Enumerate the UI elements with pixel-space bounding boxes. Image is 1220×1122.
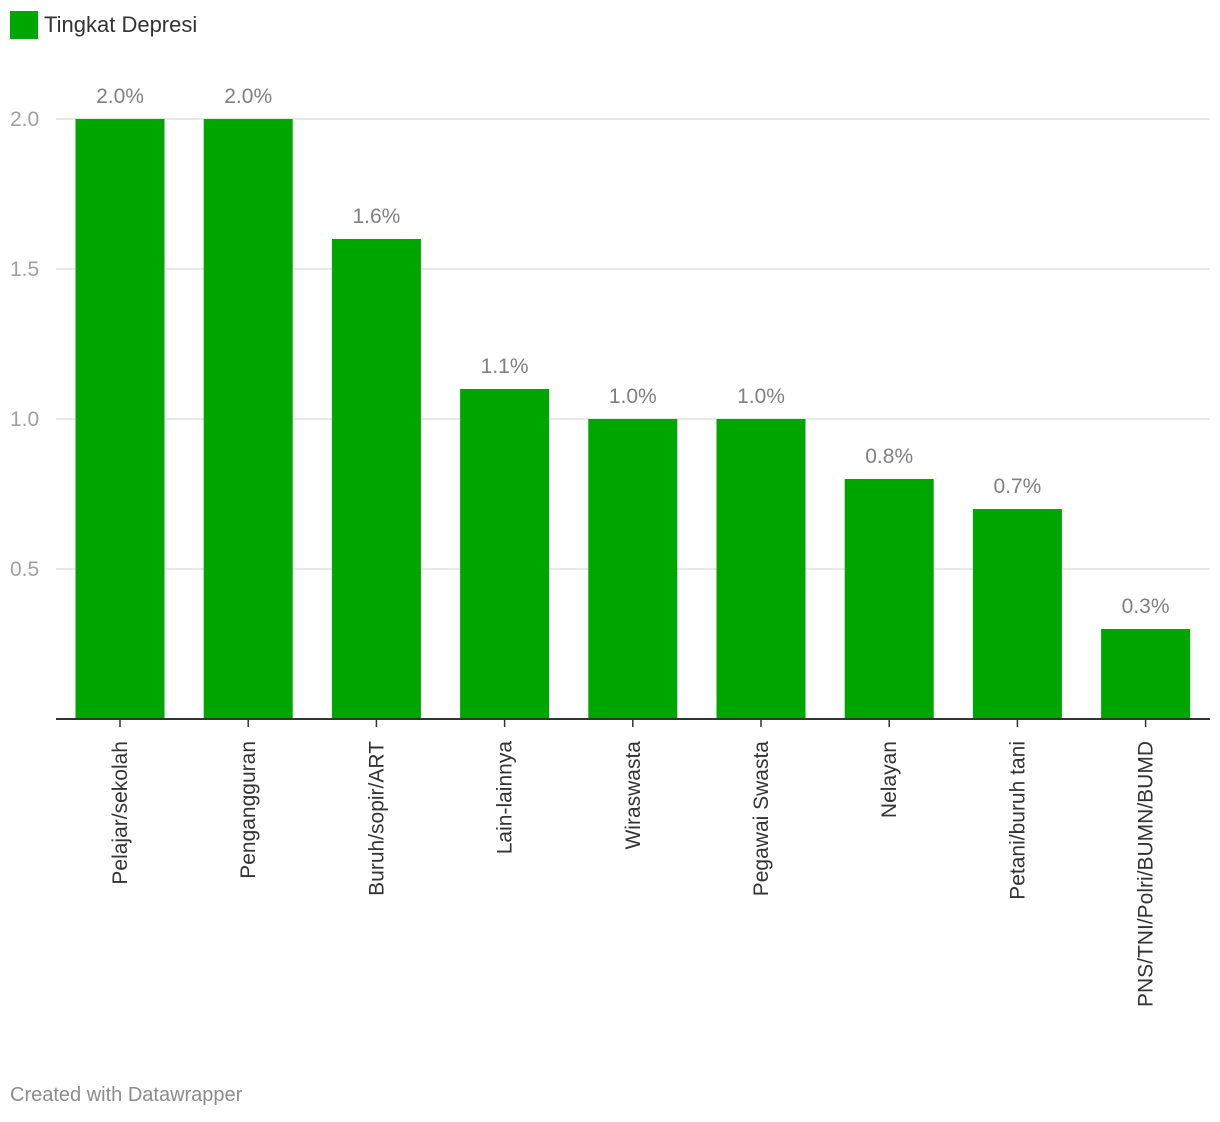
value-label: 1.0% xyxy=(737,385,785,408)
legend: Tingkat Depresi xyxy=(10,10,197,40)
value-label: 2.0% xyxy=(224,85,272,108)
value-label: 0.7% xyxy=(993,475,1041,498)
bar xyxy=(844,479,934,719)
y-tick-label: 1.0 xyxy=(10,408,39,431)
category-label: Buruh/sopir/ART xyxy=(365,741,388,896)
category-label: Wiraswasta xyxy=(622,741,645,850)
value-label: 0.8% xyxy=(865,445,913,468)
y-axis-ticks: 0.5 1.0 1.5 2.0 xyxy=(10,108,39,581)
bar xyxy=(972,509,1062,719)
value-label: 2.0% xyxy=(96,85,144,108)
category-label: Petani/buruh tani xyxy=(1006,741,1029,900)
category-label: PNS/TNI/Polri/BUMN/BUMD xyxy=(1135,741,1158,1007)
footer-credit: Created with Datawrapper xyxy=(10,1084,243,1106)
legend-label: Tingkat Depresi xyxy=(44,12,198,37)
value-labels: 2.0% 2.0% 1.6% 1.1% 1.0% 1.0% 0.8% 0.7% 0.3% xyxy=(96,85,1169,618)
value-label: 0.3% xyxy=(1122,595,1170,618)
category-label: Nelayan xyxy=(878,741,901,818)
bar xyxy=(716,419,806,719)
bar-chart: 0.5 1.0 1.5 2.0 2.0% 2.0% 1.6% 1.1% 1.0% 1.0% 0.8… xyxy=(10,85,1210,1007)
category-label: Lain-lainnya xyxy=(494,741,517,855)
category-label: Pegawai Swasta xyxy=(750,741,773,897)
y-tick-label: 0.5 xyxy=(10,558,39,581)
value-label: 1.1% xyxy=(481,355,529,378)
y-tick-label: 2.0 xyxy=(10,108,39,131)
bar xyxy=(460,389,550,719)
x-axis xyxy=(56,718,1210,727)
value-label: 1.0% xyxy=(609,385,657,408)
bar xyxy=(1101,629,1191,719)
bar xyxy=(75,119,165,719)
bars xyxy=(75,119,1191,719)
category-labels: Pelajar/sekolah Pengangguran Buruh/sopir/A… xyxy=(109,741,1158,1007)
category-label: Pelajar/sekolah xyxy=(109,741,132,885)
value-label: 1.6% xyxy=(352,205,400,228)
bar xyxy=(588,419,678,719)
bar xyxy=(203,119,293,719)
category-label: Pengangguran xyxy=(237,741,260,879)
y-tick-label: 1.5 xyxy=(10,258,39,281)
legend-swatch xyxy=(10,11,38,39)
bar xyxy=(331,239,421,719)
